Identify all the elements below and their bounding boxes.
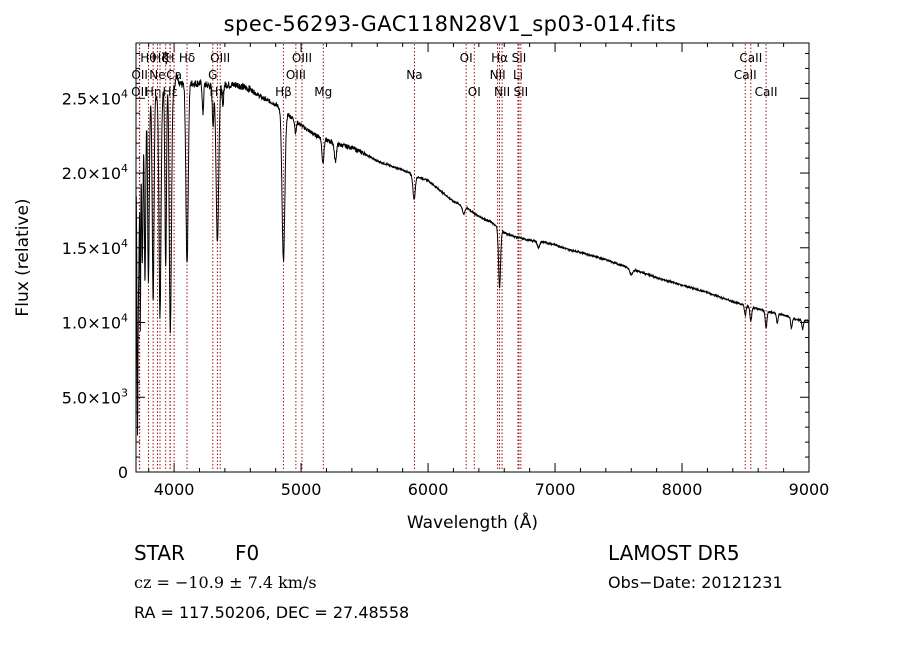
line-marker-label: Ca xyxy=(166,68,182,82)
coordinates-label: RA = 117.50206, DEC = 27.48558 xyxy=(134,603,410,622)
line-marker-label: CaII xyxy=(734,68,757,82)
subclass-label: F0 xyxy=(235,541,260,565)
y-tick-label: 2.5×104 xyxy=(62,87,128,108)
line-marker-label: CaII xyxy=(755,85,778,99)
line-marker-label: OIII xyxy=(292,51,312,65)
y-tick-label: 1.0×104 xyxy=(62,312,128,333)
observation-date-label: Obs−Date: 20121231 xyxy=(608,573,783,592)
x-tick-label: 6000 xyxy=(408,480,449,499)
plot-frame xyxy=(135,42,810,473)
line-marker-label: OIII xyxy=(210,51,230,65)
line-marker-label: Mg xyxy=(314,85,332,99)
line-marker-label: SII xyxy=(512,51,527,65)
x-tick-label: 9000 xyxy=(789,480,830,499)
x-tick-label: 7000 xyxy=(535,480,576,499)
y-tick-label: 5.0×103 xyxy=(62,386,128,407)
line-marker-label: Hβ xyxy=(275,85,292,99)
line-marker-label: OI xyxy=(460,51,473,65)
line-marker-label: Hθ xyxy=(140,51,156,65)
x-tick-label: 4000 xyxy=(154,480,195,499)
chart-title: spec-56293-GAC118N28V1_sp03-014.fits xyxy=(223,12,677,36)
line-marker-label: K xyxy=(162,51,171,65)
line-marker-label: SII xyxy=(514,85,529,99)
line-marker-label: NII xyxy=(494,85,510,99)
line-marker-label: G xyxy=(208,68,217,82)
line-marker-label: Hε xyxy=(163,85,179,99)
line-marker-label: OII xyxy=(131,68,148,82)
spectrum-line xyxy=(135,72,810,436)
line-marker-label: CaII xyxy=(739,51,762,65)
object-type-label: STAR xyxy=(134,541,185,565)
x-tick-label: 8000 xyxy=(662,480,703,499)
line-marker-label: Hη xyxy=(145,85,162,99)
x-axis-label: Wavelength (Å) xyxy=(407,511,538,533)
line-marker-label: Ne xyxy=(149,68,165,82)
y-tick-label: 1.5×104 xyxy=(62,237,128,258)
x-tick-label: 5000 xyxy=(281,480,322,499)
line-marker-label: Hδ xyxy=(179,51,195,65)
line-marker-label: Li xyxy=(513,68,523,82)
redshift-velocity-label: cz = −10.9 ± 7.4 km/s xyxy=(134,573,317,592)
y-axis-label: Flux (relative) xyxy=(13,198,33,316)
line-marker-label: Na xyxy=(406,68,422,82)
line-marker-label: Hα xyxy=(491,51,508,65)
line-marker-label: OI xyxy=(468,85,481,99)
y-tick-label: 2.0×104 xyxy=(62,162,128,183)
line-marker-label: OIII xyxy=(286,68,306,82)
survey-label: LAMOST DR5 xyxy=(608,541,740,565)
line-marker-label: OII xyxy=(131,85,148,99)
line-marker-label: Hζ xyxy=(152,51,168,65)
y-tick-label: 0 xyxy=(118,463,128,482)
line-marker-label: NII xyxy=(490,68,506,82)
